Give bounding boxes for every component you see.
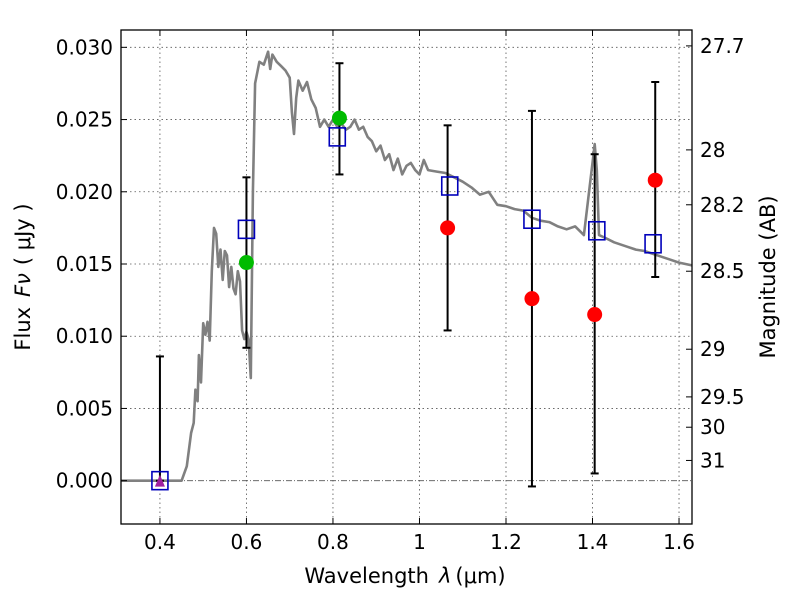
axis-ticks: 0.4 0.6 0.8 1 1.2 1.4 1.6 0.000 0.005 0.010 0.015 0… — [56, 30, 745, 554]
model-photometry-square — [237, 219, 256, 240]
y-axis-label: FluxFν( μJy ) — [11, 203, 35, 350]
y-tick-label: 0.015 — [56, 252, 113, 276]
y-tick-label: 0.005 — [56, 396, 113, 420]
y2-tick-label: 29 — [700, 337, 725, 361]
x-tick-label: 0.8 — [317, 530, 349, 554]
y-tick-label: 0.025 — [56, 108, 113, 132]
y2-tick-label: 28.2 — [700, 193, 745, 217]
x-tick-label: 1.4 — [577, 530, 609, 554]
model-photometry-square — [588, 220, 606, 241]
upper-limit-triangle — [154, 474, 165, 487]
red-detection-point — [647, 172, 663, 188]
x-tick-label: 0.6 — [231, 530, 263, 554]
red-detection-point — [524, 291, 540, 307]
x-tick-label: 1.6 — [663, 530, 695, 554]
x-tick-label: 1 — [413, 530, 426, 554]
x-axis-label: Wavelength λ (μm) — [304, 564, 505, 588]
y2-tick-label: 29.5 — [700, 385, 745, 409]
plot-frame — [120, 29, 693, 525]
y-tick-label: 0.030 — [56, 35, 113, 59]
grid — [121, 30, 692, 524]
y-tick-label: 0.020 — [56, 180, 113, 204]
plot-area — [121, 50, 693, 491]
model-photometry-square — [440, 176, 459, 196]
y2-tick-label: 28 — [700, 138, 725, 162]
model-photometry-square — [644, 233, 662, 254]
y2-tick-label: 28.5 — [700, 259, 745, 283]
green-detection-point — [238, 255, 254, 271]
x-tick-label: 0.4 — [144, 530, 176, 554]
y2-tick-label: 31 — [700, 448, 725, 472]
y-tick-label: 0.010 — [56, 324, 113, 348]
red-detection-point — [587, 307, 603, 323]
y2-tick-label: 27.7 — [700, 34, 745, 58]
green-detection-point — [331, 110, 347, 126]
x-tick-label: 1.2 — [490, 530, 522, 554]
model-photometry-square — [328, 127, 347, 147]
model-photometry-square — [523, 209, 541, 230]
y-tick-label: 0.000 — [56, 469, 113, 493]
model-photometry-square — [151, 470, 169, 491]
red-detection-point — [440, 220, 456, 236]
y2-tick-label: 30 — [700, 415, 725, 439]
y2-axis-label: Magnitude (AB) — [756, 195, 780, 358]
